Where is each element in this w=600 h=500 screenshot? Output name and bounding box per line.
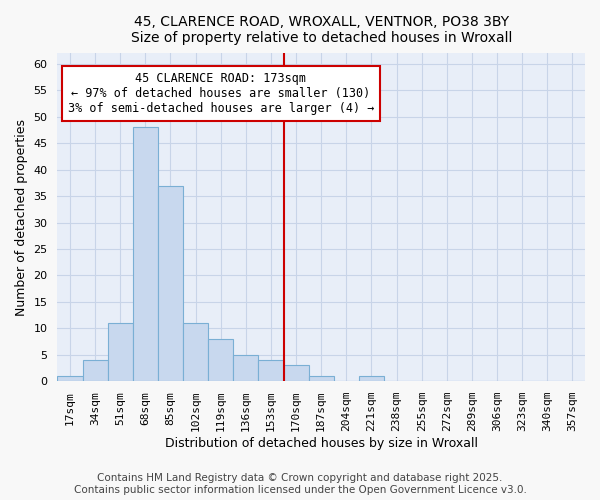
X-axis label: Distribution of detached houses by size in Wroxall: Distribution of detached houses by size … (165, 437, 478, 450)
Bar (284, 366, 308, 381)
Text: 45 CLARENCE ROAD: 173sqm
← 97% of detached houses are smaller (130)
3% of semi-d: 45 CLARENCE ROAD: 173sqm ← 97% of detach… (68, 72, 374, 115)
Bar (83, 360, 107, 381)
Bar (359, 376, 384, 381)
Title: 45, CLARENCE ROAD, WROXALL, VENTNOR, PO38 3BY
Size of property relative to detac: 45, CLARENCE ROAD, WROXALL, VENTNOR, PO3… (131, 15, 512, 45)
Bar (58, 376, 83, 381)
Y-axis label: Number of detached properties: Number of detached properties (15, 119, 28, 316)
Text: Contains HM Land Registry data © Crown copyright and database right 2025.
Contai: Contains HM Land Registry data © Crown c… (74, 474, 526, 495)
Bar (308, 376, 334, 381)
Bar (158, 186, 183, 381)
Bar (183, 323, 208, 381)
Bar (107, 323, 133, 381)
Bar (233, 355, 259, 381)
Bar (208, 339, 233, 381)
Bar (259, 360, 284, 381)
Bar (133, 128, 158, 381)
